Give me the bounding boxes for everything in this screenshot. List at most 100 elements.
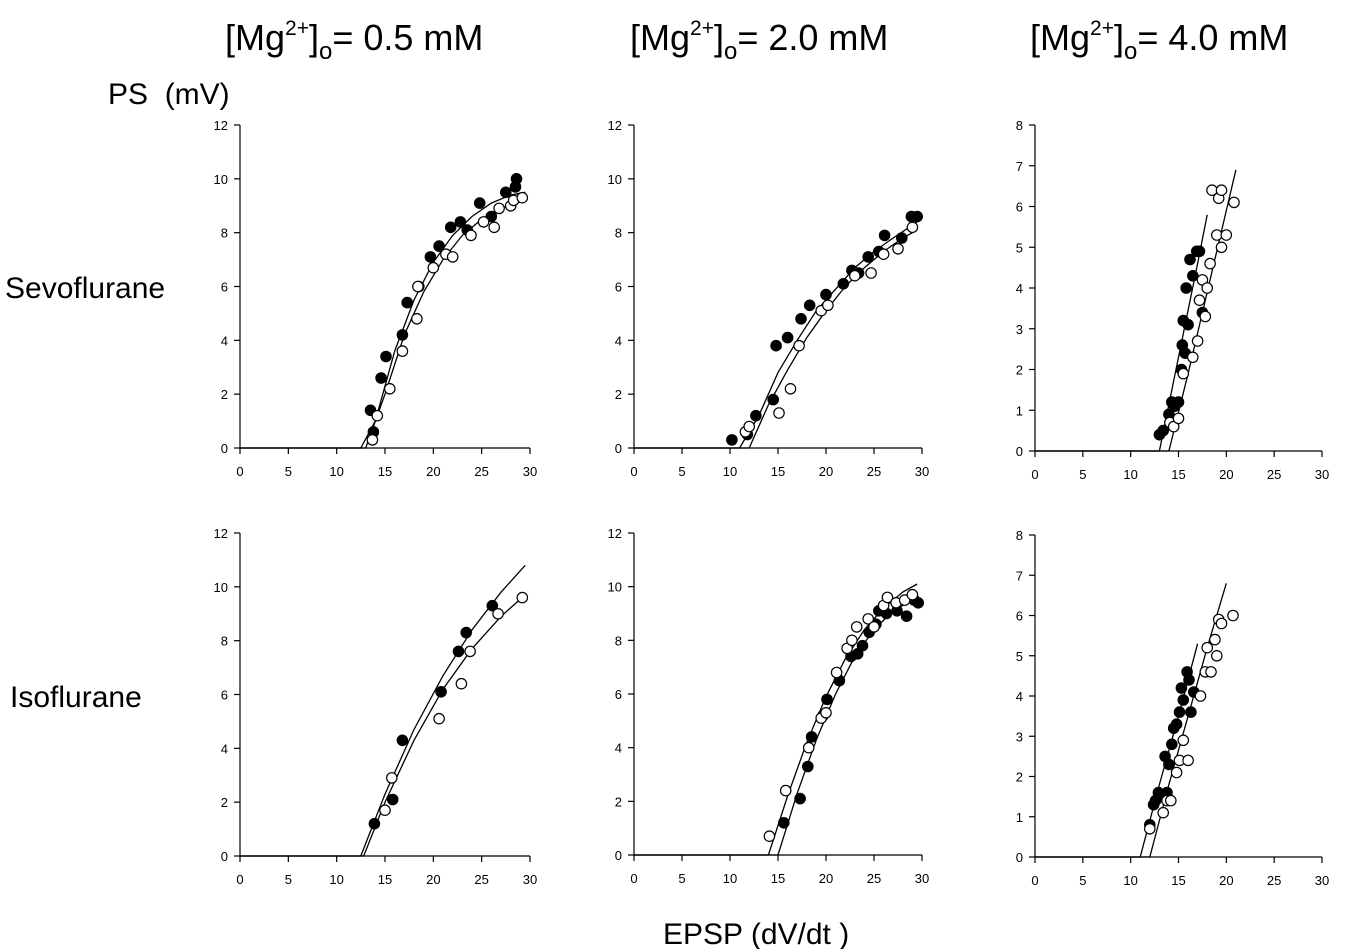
- data-point-open: [493, 202, 505, 215]
- data-point-filled: [1166, 738, 1178, 751]
- data-point-open: [1215, 241, 1228, 254]
- y-tick-label: 0: [221, 849, 228, 864]
- y-tick-label: 6: [1016, 609, 1023, 624]
- data-point-open: [379, 804, 391, 816]
- data-point-filled: [837, 277, 850, 290]
- col-title-2: [Mg2+]o= 2.0 mM: [630, 17, 888, 65]
- x-tick-label: 25: [474, 872, 488, 887]
- data-point-filled: [781, 331, 794, 344]
- data-point-open: [465, 229, 477, 242]
- data-point-filled: [510, 173, 523, 185]
- data-point-open: [1220, 229, 1233, 241]
- y-tick-label: 4: [221, 333, 228, 348]
- y-tick-label: 8: [221, 226, 228, 241]
- data-point-filled: [777, 816, 790, 829]
- data-point-filled: [911, 210, 923, 223]
- x-tick-label: 20: [426, 464, 440, 479]
- x-tick-label: 10: [1123, 467, 1137, 482]
- data-point-filled: [1177, 694, 1190, 706]
- data-point-open: [779, 784, 792, 797]
- data-point-filled: [820, 288, 832, 301]
- data-point-filled: [396, 734, 409, 747]
- fit-line-filled: [240, 564, 526, 857]
- y-tick-label: 2: [1016, 770, 1023, 785]
- data-point-open: [1193, 294, 1206, 306]
- data-point-open: [1165, 794, 1177, 807]
- y-tick-label: 2: [1016, 363, 1023, 378]
- x-tick-label: 15: [1171, 873, 1185, 888]
- data-point-open: [492, 607, 504, 620]
- x-tick-label: 30: [523, 464, 537, 479]
- panel-3: 0 5 10 15 20 25 30 0 1 2 3 4 5 6 7 8: [1016, 118, 1329, 482]
- data-point-open: [1170, 766, 1183, 779]
- x-tick-label: 0: [236, 872, 243, 887]
- data-point-open: [516, 591, 529, 604]
- x-axis-label: EPSP (dV/dt ): [663, 918, 849, 949]
- x-tick-label: 5: [285, 872, 292, 887]
- data-point-open: [427, 261, 440, 274]
- y-axis-label: PS (mV): [108, 78, 230, 111]
- data-point-open: [1211, 649, 1223, 662]
- x-tick-label: 5: [1079, 467, 1086, 482]
- data-point-open: [477, 216, 490, 228]
- data-point-open: [1228, 196, 1240, 209]
- data-point-filled: [1193, 245, 1206, 258]
- y-tick-label: 12: [214, 526, 228, 541]
- x-tick-label: 20: [426, 872, 440, 887]
- row-label-isoflurane: Isoflurane: [10, 681, 142, 714]
- data-point-filled: [821, 693, 833, 706]
- data-point-filled: [386, 793, 399, 806]
- data-point-filled: [452, 645, 465, 658]
- data-point-open: [862, 613, 874, 625]
- data-point-open: [1204, 257, 1216, 270]
- y-tick-label: 8: [615, 633, 622, 648]
- data-point-filled: [424, 251, 437, 263]
- data-point-filled: [795, 312, 807, 325]
- data-point-filled: [435, 685, 447, 698]
- data-point-open: [412, 280, 424, 293]
- data-point-open: [366, 434, 379, 446]
- panel-2: 0 5 10 15 20 25 30 0 2 4 6 8 10 12: [608, 118, 930, 479]
- data-point-open: [1201, 641, 1213, 654]
- y-tick-label: 4: [221, 741, 228, 756]
- data-point-filled: [433, 240, 445, 252]
- data-point-open: [411, 312, 423, 325]
- data-point-open: [822, 299, 834, 312]
- fit-line-open: [1035, 169, 1237, 452]
- data-point-open: [1157, 806, 1169, 819]
- col-title-1: [Mg2+]o= 0.5 mM: [225, 17, 483, 65]
- data-point-open: [802, 741, 815, 754]
- data-point-open: [396, 345, 409, 357]
- data-point-open: [881, 591, 894, 604]
- data-point-open: [906, 221, 919, 234]
- col-title-3: [Mg2+]o= 4.0 mM: [1030, 17, 1288, 65]
- y-tick-label: 0: [221, 441, 228, 456]
- y-tick-label: 8: [1016, 528, 1023, 543]
- x-tick-label: 25: [1267, 467, 1281, 482]
- data-point-open: [1194, 690, 1207, 702]
- y-tick-label: 6: [615, 687, 622, 702]
- data-point-filled: [460, 626, 472, 639]
- y-tick-label: 12: [608, 526, 622, 541]
- data-point-open: [784, 382, 797, 395]
- x-tick-label: 30: [915, 464, 929, 479]
- y-tick-label: 1: [1016, 403, 1023, 418]
- x-tick-label: 0: [236, 464, 243, 479]
- data-point-open: [830, 666, 843, 679]
- data-point-open: [1215, 617, 1228, 630]
- data-point-open: [1172, 412, 1185, 425]
- y-tick-label: 12: [214, 118, 228, 133]
- data-point-open: [1205, 666, 1217, 678]
- data-point-filled: [878, 229, 891, 242]
- x-tick-label: 0: [630, 871, 637, 886]
- x-tick-label: 15: [1171, 467, 1185, 482]
- x-tick-label: 20: [819, 464, 833, 479]
- y-tick-label: 6: [615, 280, 622, 295]
- x-tick-label: 10: [329, 872, 343, 887]
- data-point-filled: [1170, 718, 1183, 730]
- data-point-open: [1211, 229, 1223, 241]
- data-point-filled: [726, 434, 738, 446]
- data-point-open: [433, 712, 445, 725]
- fit-line-filled: [634, 596, 918, 856]
